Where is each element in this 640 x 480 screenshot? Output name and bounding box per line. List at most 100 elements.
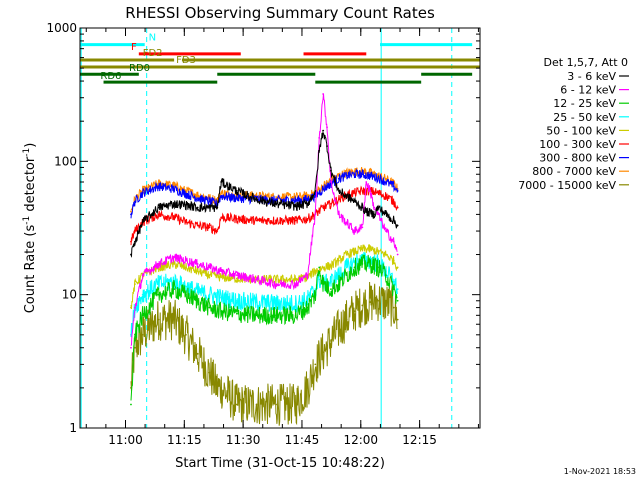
annotation-label: N (149, 33, 156, 44)
data-point (345, 318, 348, 321)
data-point (294, 278, 297, 281)
data-point (392, 219, 395, 222)
data-point (306, 202, 309, 205)
data-point (235, 274, 238, 277)
data-point (322, 206, 325, 209)
data-point (130, 240, 132, 243)
legend-label: 100 - 300 keV (539, 138, 616, 151)
data-point (330, 181, 332, 183)
x-axis-label: Start Time (31-Oct-15 10:48:22) (175, 456, 385, 471)
data-point (141, 333, 144, 336)
data-point (173, 202, 176, 205)
data-point (255, 301, 258, 303)
y-tick-label: 10 (62, 288, 77, 302)
data-point (326, 145, 328, 148)
data-point (196, 270, 199, 273)
data-point (173, 188, 176, 190)
data-point (377, 177, 379, 179)
data-point (294, 302, 297, 305)
series-trace (130, 251, 398, 338)
data-point (255, 198, 258, 201)
series-group (130, 281, 399, 426)
data-point (157, 185, 160, 188)
data-point (330, 169, 332, 172)
data-point (184, 266, 187, 269)
series-trace (130, 130, 398, 258)
data-point (361, 248, 364, 250)
legend-label: 25 - 50 keV (553, 111, 616, 124)
data-point (134, 346, 136, 349)
data-point (353, 191, 356, 194)
data-point (306, 298, 309, 301)
data-point (353, 250, 356, 253)
data-point (294, 403, 297, 406)
series-group (130, 129, 399, 258)
data-point (306, 386, 309, 389)
data-point (208, 200, 211, 203)
ylabel-part: -1 (22, 216, 32, 225)
data-point (235, 277, 238, 280)
data-point (330, 288, 332, 291)
data-point (322, 266, 325, 269)
data-point (345, 253, 348, 256)
data-point (318, 149, 321, 152)
data-point (208, 306, 211, 309)
data-point (294, 199, 297, 202)
y-axis-label: Count Rate (s-1 detector-1) (22, 143, 38, 314)
data-point (134, 306, 136, 309)
legend-label: 6 - 12 keV (560, 84, 616, 97)
data-point (318, 266, 321, 269)
data-point (294, 283, 297, 286)
data-point (130, 210, 132, 213)
data-point (361, 206, 364, 209)
data-point (396, 266, 399, 269)
data-point (318, 136, 321, 139)
chart-title: RHESSI Observing Summary Count Rates (125, 4, 435, 22)
x-tick-label: 12:15 (402, 433, 437, 447)
data-point (337, 177, 340, 180)
data-point (134, 200, 136, 203)
legend-label: 300 - 800 keV (539, 152, 616, 165)
data-point (208, 274, 211, 277)
data-point (322, 93, 325, 95)
data-point (220, 216, 223, 219)
data-point (134, 333, 136, 336)
plot-frame (79, 27, 481, 429)
y-tick-label: 1 (69, 421, 77, 435)
ylabel-part: -1 (22, 148, 32, 157)
data-point (314, 195, 317, 197)
data-point (157, 213, 160, 216)
data-point (141, 293, 144, 296)
data-point (306, 306, 309, 309)
data-point (388, 216, 391, 219)
data-point (130, 403, 132, 406)
data-point (130, 306, 132, 309)
data-point (369, 190, 372, 192)
data-point (365, 210, 368, 213)
data-point (196, 263, 199, 265)
series-trace (130, 93, 398, 346)
data-point (384, 274, 387, 277)
data-point (184, 285, 187, 288)
data-point (134, 230, 136, 232)
x-tick-label: 11:45 (285, 433, 320, 447)
data-point (173, 263, 176, 265)
data-point (196, 352, 199, 355)
data-point (384, 177, 387, 180)
data-point (392, 288, 395, 291)
data-point (157, 206, 160, 209)
data-point (208, 266, 211, 269)
data-point (275, 196, 277, 198)
data-point (353, 170, 356, 173)
ylabel-part: detector (23, 156, 38, 216)
data-point (275, 278, 277, 281)
data-point (141, 221, 144, 224)
data-point (377, 266, 379, 269)
annotation-label: F (131, 42, 137, 53)
series-trace (130, 281, 398, 426)
data-point (294, 314, 297, 317)
data-point (314, 363, 317, 366)
data-point (216, 230, 219, 232)
data-point (369, 174, 372, 177)
